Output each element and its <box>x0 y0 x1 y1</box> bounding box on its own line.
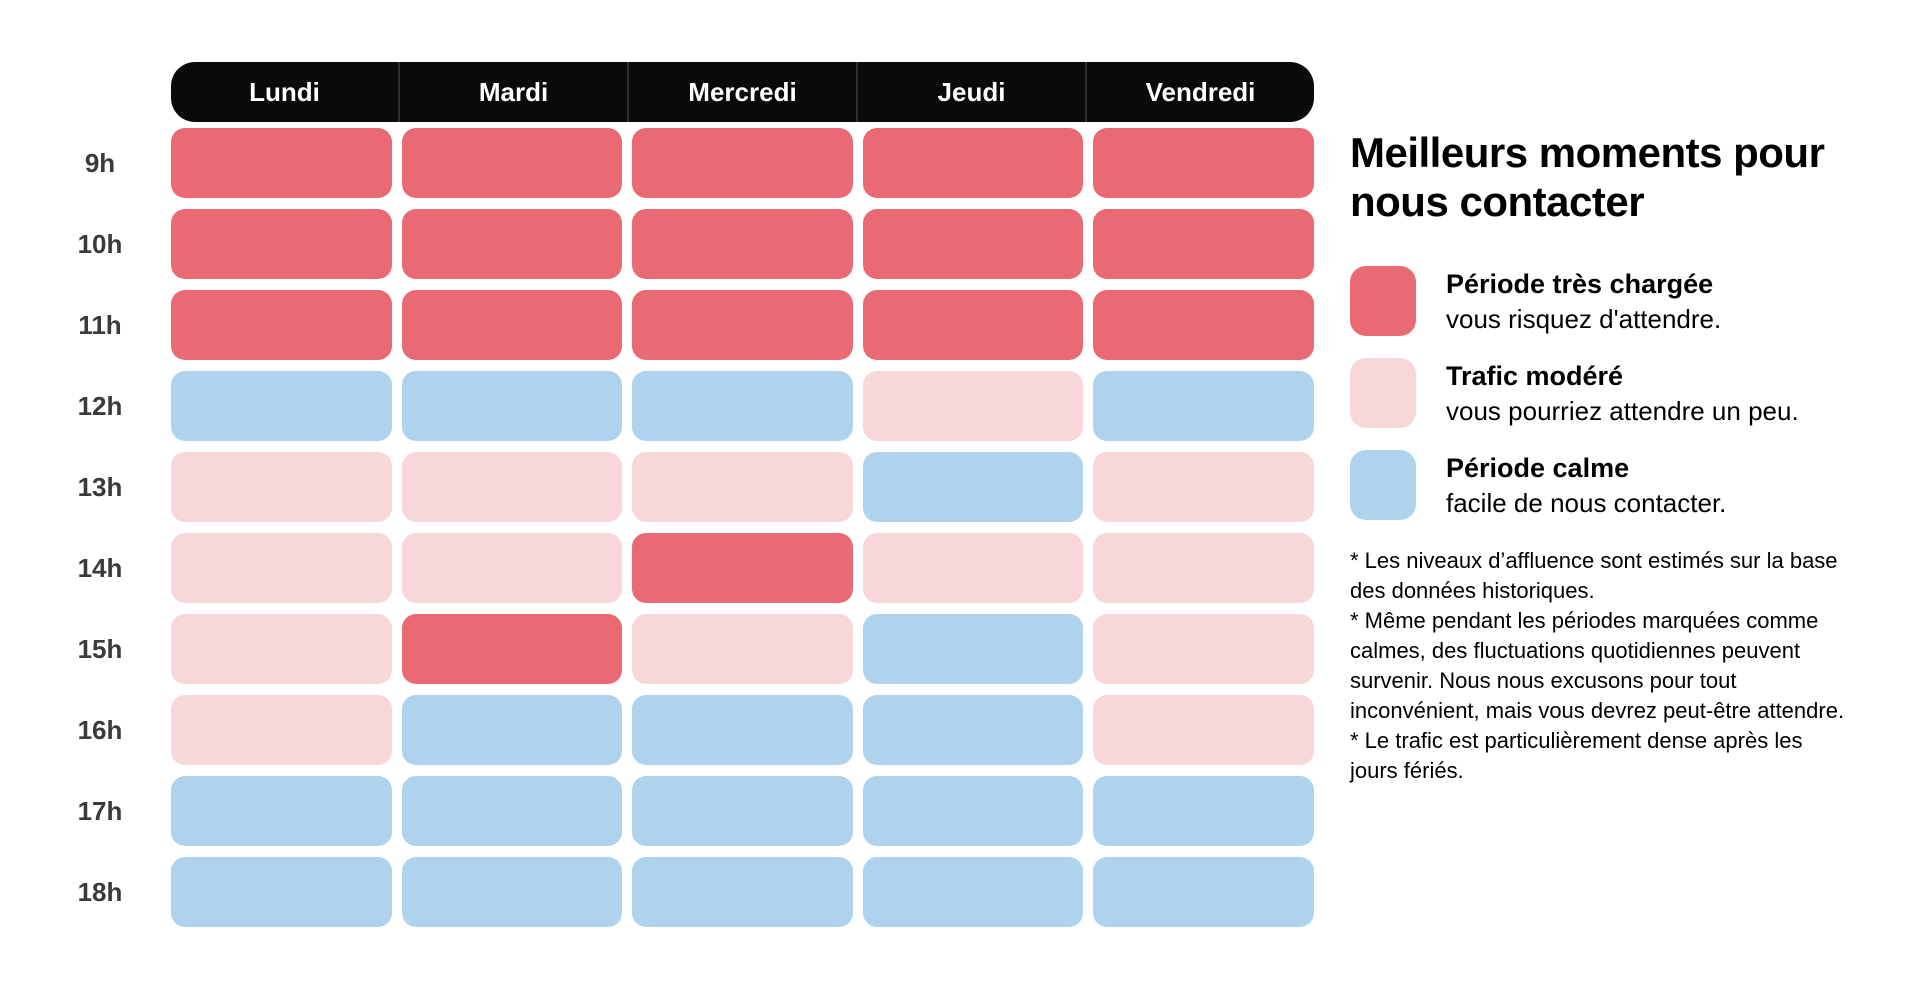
hour-label: 18h <box>77 876 123 907</box>
heatmap-cell-calm <box>1093 371 1314 441</box>
heatmap-cell-calm <box>862 452 1084 522</box>
legend-label: Période calme <box>1446 453 1630 484</box>
heatmap-cell-busy <box>171 290 392 360</box>
heatmap-cell-moderate <box>632 614 853 684</box>
heatmap-cell-busy <box>401 614 623 684</box>
heatmap-cell-busy <box>1093 128 1314 198</box>
legend-text: Période calme facile de nous contacter. <box>1446 450 1726 520</box>
heatmap-cell-calm <box>171 857 392 927</box>
legend-label: Période très chargée <box>1446 269 1714 300</box>
heatmap-cell-moderate <box>1093 695 1314 765</box>
heatmap-cell-calm <box>632 857 853 927</box>
legend-item-calm: Période calme facile de nous contacter. <box>1350 450 1860 521</box>
day-header-cell: Mardi <box>398 62 627 122</box>
heatmap-cell-calm <box>862 857 1084 927</box>
heatmap-cell-calm <box>862 614 1084 684</box>
hour-label: 11h <box>78 309 122 340</box>
heatmap-cell-busy <box>862 290 1084 360</box>
heatmap-cell-calm <box>1093 857 1314 927</box>
legend-item-moderate: Trafic modéré vous pourriez attendre un p… <box>1350 358 1860 429</box>
footnotes: * Les niveaux d’affluence sont estimés s… <box>1350 546 1852 786</box>
heatmap-cell-moderate <box>171 695 392 765</box>
day-header-cell: Mercredi <box>627 62 856 122</box>
legend-description: vous risquez d'attendre. <box>1446 304 1722 335</box>
heatmap-cell-calm <box>632 776 853 846</box>
heatmap-cell-moderate <box>171 452 392 522</box>
footnote: * Le trafic est particulièrement dense a… <box>1350 728 1803 784</box>
heatmap-cell-moderate <box>171 533 392 603</box>
legend-item-busy: Période très chargée vous risquez d'atten… <box>1350 266 1860 337</box>
heatmap-cell-moderate <box>401 452 623 522</box>
heatmap-cell-calm <box>401 371 623 441</box>
heatmap-cell-calm <box>401 857 623 927</box>
day-header-cell: Vendredi <box>1085 62 1314 122</box>
hour-label: 12h <box>77 390 123 421</box>
legend-swatch-busy <box>1350 266 1416 337</box>
heatmap-cell-busy <box>632 128 853 198</box>
heatmap-cell-calm <box>401 776 623 846</box>
legend-text: Période très chargée vous risquez d'atten… <box>1446 266 1721 336</box>
hour-label: 15h <box>77 633 123 664</box>
heatmap-cell-calm <box>862 695 1084 765</box>
heatmap-cell-calm <box>862 776 1084 846</box>
heatmap-cell-busy <box>171 128 392 198</box>
heatmap-cell-moderate <box>1093 533 1314 603</box>
hour-label: 16h <box>77 714 123 745</box>
legend: Période très chargée vous risquez d'atten… <box>1350 266 1860 521</box>
page-title: Meilleurs moments pour nous contacter <box>1350 129 1825 226</box>
heatmap-cell-moderate <box>862 371 1084 441</box>
legend-label: Trafic modéré <box>1446 361 1624 392</box>
heatmap-cell-calm <box>1093 776 1314 846</box>
heatmap-cell-busy <box>401 290 623 360</box>
heatmap-cell-busy <box>401 209 623 279</box>
info-panel: Meilleurs moments pour nous contacter Pé… <box>1350 128 1860 786</box>
heatmap-cell-busy <box>401 128 623 198</box>
heatmap-cell-busy <box>632 209 853 279</box>
heatmap-cell-moderate <box>632 452 853 522</box>
legend-swatch-calm <box>1350 450 1416 521</box>
heatmap-cell-busy <box>1093 290 1314 360</box>
hour-labels-column: 9h 10h 11h 12h 13h 14h 15h 16h 17h 18h <box>55 128 145 927</box>
footnote: * Les niveaux d’affluence sont estimés s… <box>1350 548 1838 604</box>
heatmap-grid <box>171 128 1314 927</box>
legend-description: facile de nous contacter. <box>1446 488 1727 519</box>
heatmap-cell-calm <box>401 695 623 765</box>
heatmap-cell-busy <box>171 209 392 279</box>
legend-description: vous pourriez attendre un peu. <box>1446 396 1799 427</box>
heatmap-cell-busy <box>632 290 853 360</box>
heatmap-cell-moderate <box>862 533 1084 603</box>
heatmap-cell-moderate <box>1093 452 1314 522</box>
heatmap-cell-busy <box>862 128 1084 198</box>
hour-label: 13h <box>77 471 123 502</box>
day-header-cell: Jeudi <box>856 62 1085 122</box>
legend-swatch-moderate <box>1350 358 1416 429</box>
day-header-bar: Lundi Mardi Mercredi Jeudi Vendredi <box>171 62 1314 122</box>
footnote: * Même pendant les périodes marquées com… <box>1350 608 1845 724</box>
heatmap-cell-calm <box>632 695 853 765</box>
hour-label: 17h <box>77 795 123 826</box>
hour-label: 14h <box>77 552 123 583</box>
heatmap-cell-busy <box>862 209 1084 279</box>
heatmap-cell-moderate <box>171 614 392 684</box>
heatmap-cell-moderate <box>401 533 623 603</box>
heatmap-cell-busy <box>1093 209 1314 279</box>
hour-label: 9h <box>84 147 116 178</box>
legend-text: Trafic modéré vous pourriez attendre un p… <box>1446 358 1799 428</box>
heatmap-cell-moderate <box>1093 614 1314 684</box>
heatmap-cell-calm <box>171 371 392 441</box>
hour-label: 10h <box>77 228 123 259</box>
heatmap-cell-busy <box>632 533 853 603</box>
heatmap-cell-calm <box>171 776 392 846</box>
heatmap-cell-calm <box>632 371 853 441</box>
day-header-cell: Lundi <box>249 76 320 107</box>
